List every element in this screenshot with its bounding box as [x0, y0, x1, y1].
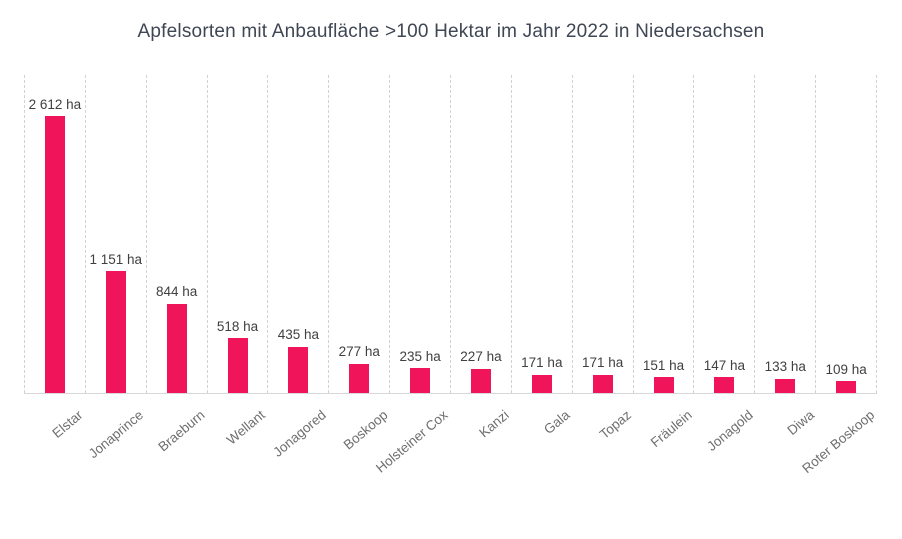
- x-axis-label: Boskoop: [340, 407, 391, 453]
- bar-value-label: 235 ha: [399, 348, 441, 364]
- bar-slot: 277 ha: [328, 75, 389, 393]
- x-axis-slot: Kanzi: [450, 394, 512, 539]
- bar-value-label: 1 151 ha: [89, 251, 143, 267]
- bar-value-label: 2 612 ha: [28, 96, 82, 112]
- bar-value-label: 109 ha: [825, 361, 867, 377]
- bar-wellant: [227, 338, 248, 393]
- x-axis-slot: Jonagored: [268, 394, 330, 539]
- x-axis-slot: Gala: [511, 394, 572, 539]
- bar-diwa: [775, 378, 796, 393]
- bar-slot: 2 612 ha: [24, 75, 85, 393]
- bar-jonagold: [714, 377, 735, 393]
- x-axis-label: Diwa: [783, 407, 817, 439]
- x-axis-label: Jonagold: [703, 407, 756, 454]
- bar-slot: 435 ha: [267, 75, 328, 393]
- x-axis-slot: Braeburn: [146, 394, 207, 539]
- bar-value-label: 227 ha: [460, 349, 502, 365]
- bar-roter-boskoop: [836, 381, 857, 393]
- x-axis-label: Kanzi: [476, 407, 512, 441]
- bar-slot: 171 ha: [571, 75, 633, 393]
- bar-value-label: 844 ha: [156, 284, 198, 300]
- x-axis-slot: Wellant: [207, 394, 268, 539]
- x-axis-label: Braeburn: [155, 407, 208, 455]
- bar-elstar: [44, 116, 65, 393]
- bar-fräulein: [653, 377, 674, 393]
- x-axis-label: Jonagored: [270, 407, 330, 460]
- x-axis-slot: Fräulein: [633, 394, 695, 539]
- chart-title: Apfelsorten mit Anbaufläche >100 Hektar …: [137, 21, 765, 42]
- bar-jonagored: [288, 346, 309, 393]
- bar-gala: [531, 374, 552, 393]
- bar-slot: 133 ha: [754, 75, 815, 393]
- bar-slot: 227 ha: [450, 75, 511, 393]
- bar-kanzi: [470, 368, 491, 393]
- bar-value-label: 171 ha: [521, 355, 563, 371]
- x-axis-label: Elstar: [49, 407, 86, 441]
- bar-jonaprince: [105, 271, 126, 393]
- x-axis-slot: Jonagold: [694, 394, 756, 539]
- x-axis-slot: Elstar: [24, 394, 85, 539]
- bar-value-label: 133 ha: [764, 359, 806, 375]
- bar-holsteiner-cox: [410, 368, 431, 393]
- bar-braeburn: [166, 303, 187, 393]
- x-axis-label: Gala: [541, 407, 573, 438]
- bar-value-label: 171 ha: [582, 355, 624, 371]
- bar-slot: 235 ha: [389, 75, 450, 393]
- bar-slot: 1 151 ha: [84, 75, 146, 393]
- bar-boskoop: [349, 363, 370, 393]
- bar-slot: 147 ha: [693, 75, 754, 393]
- x-axis-label: Wellant: [224, 407, 269, 448]
- x-axis-slot: Topaz: [572, 394, 634, 539]
- bar-slot: 171 ha: [510, 75, 572, 393]
- bar-value-label: 435 ha: [277, 327, 320, 343]
- bar-slot: 109 ha: [815, 75, 878, 393]
- bar-value-label: 147 ha: [703, 357, 746, 373]
- x-axis-slot: Jonaprince: [85, 394, 146, 539]
- bar-value-label: 277 ha: [338, 344, 380, 360]
- x-axis-slot: Roter Boskoop: [799, 394, 877, 539]
- bar-slot: 518 ha: [206, 75, 268, 393]
- bar-slot: 844 ha: [145, 75, 207, 393]
- bar-value-label: 518 ha: [216, 318, 259, 334]
- x-axis-slot: Holsteiner Cox: [374, 394, 451, 539]
- x-axis-label: Fräulein: [647, 407, 695, 451]
- x-axis-label: Topaz: [596, 407, 634, 442]
- x-axis-labels: Elstar Jonaprince Braeburn Wellant Jonagored…: [24, 394, 877, 539]
- bar-slot: 151 ha: [632, 75, 694, 393]
- bar-value-label: 151 ha: [642, 357, 685, 373]
- bar-topaz: [592, 374, 613, 393]
- plot-area: 2 612 ha 1 151 ha 844 ha 518 ha 435 ha 277 ha…: [24, 75, 878, 394]
- x-axis-label: Jonaprince: [86, 407, 147, 462]
